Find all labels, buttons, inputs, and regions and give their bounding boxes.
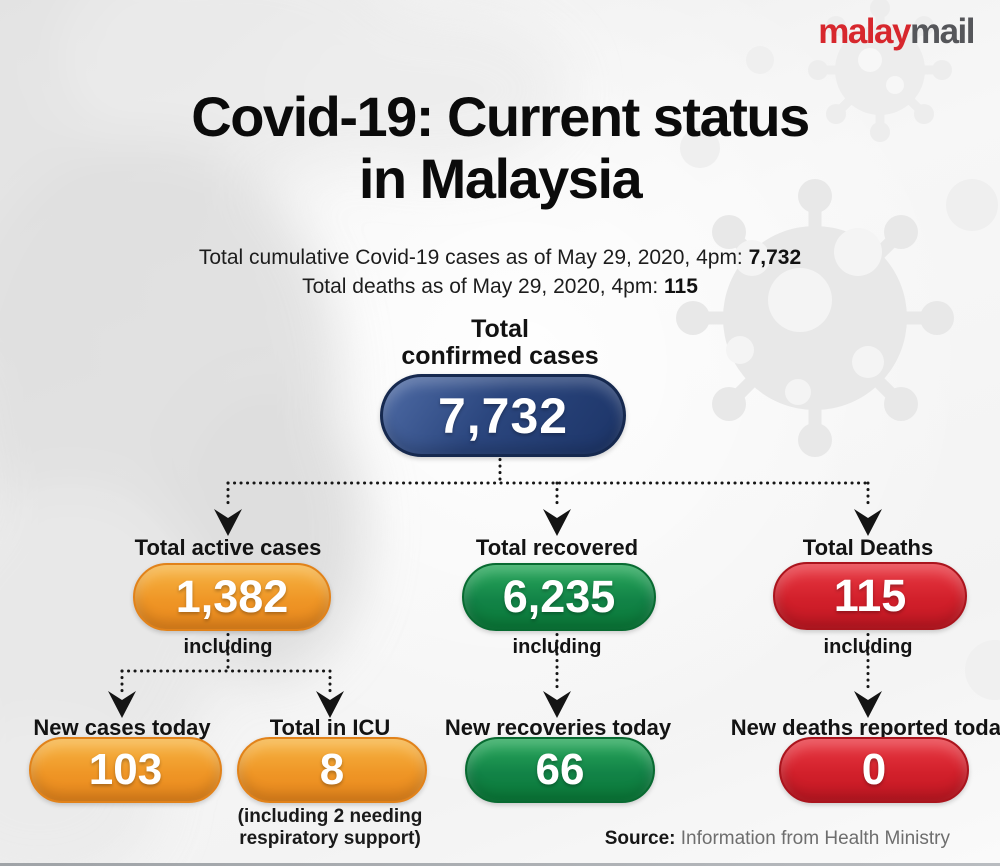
malaymail-logo: malaymail xyxy=(818,12,976,51)
total-confirmed-label: Total confirmed cases xyxy=(350,316,650,370)
summary-cases-line: Total cumulative Covid-19 cases as of Ma… xyxy=(0,246,1000,270)
new-recoveries-label: New recoveries today xyxy=(444,715,672,740)
page-title: Covid-19: Current status in Malaysia xyxy=(0,86,1000,209)
arrow-down-icon xyxy=(543,509,571,536)
recovered-pill: 6,235 xyxy=(462,563,656,631)
summary-deaths-line: Total deaths as of May 29, 2020, 4pm: 11… xyxy=(0,275,1000,299)
new-deaths-value: 0 xyxy=(861,745,887,794)
arrow-down-icon xyxy=(543,691,571,718)
arrow-down-icon xyxy=(854,509,882,536)
virus-illustration-large xyxy=(676,179,954,457)
total-confirmed-label-line2: confirmed cases xyxy=(401,342,599,370)
active-cases-pill: 1,382 xyxy=(133,563,331,631)
recovered-label: Total recovered xyxy=(475,535,639,560)
recovered-value: 6,235 xyxy=(502,571,616,622)
decor-circle xyxy=(965,640,1000,700)
arrow-down-icon xyxy=(316,691,344,718)
deaths-label: Total Deaths xyxy=(802,535,934,560)
logo-text-mail: mail xyxy=(909,12,976,51)
deaths-value: 115 xyxy=(833,570,907,621)
source-attribution: Source: Information from Health Ministry xyxy=(605,828,950,850)
arrow-down-icon xyxy=(214,509,242,536)
new-recoveries-value: 66 xyxy=(535,745,585,794)
bottom-border xyxy=(0,863,1000,866)
total-confirmed-pill: 7,732 xyxy=(380,374,626,457)
logo-text-malay: malay xyxy=(818,12,911,51)
active-cases-value: 1,382 xyxy=(175,571,289,622)
new-cases-value: 103 xyxy=(88,745,163,794)
deaths-including-label: including xyxy=(823,636,913,658)
new-deaths-pill: 0 xyxy=(779,737,969,803)
icu-footnote-line1: (including 2 needing xyxy=(237,806,423,827)
page-title-line2: in Malaysia xyxy=(358,146,643,210)
icu-footnote-line2: respiratory support) xyxy=(239,828,421,850)
new-deaths-label: New deaths reported today xyxy=(730,715,1000,740)
summary-deaths-text: Total deaths as of May 29, 2020, 4pm: xyxy=(302,275,664,298)
icu-label: Total in ICU xyxy=(269,715,391,740)
active-including-label: including xyxy=(183,636,273,658)
source-text: Information from Health Ministry xyxy=(675,828,950,849)
page-title-line1: Covid-19: Current status xyxy=(191,85,810,148)
source-label: Source: xyxy=(604,828,676,849)
decor-circle xyxy=(746,46,774,74)
total-confirmed-label-line1: Total xyxy=(471,315,529,343)
icu-value: 8 xyxy=(319,745,345,794)
recovered-including-label: including xyxy=(512,636,602,658)
total-confirmed-value: 7,732 xyxy=(437,387,569,444)
arrow-down-icon xyxy=(854,691,882,718)
summary-cases-value: 7,732 xyxy=(748,246,802,269)
icu-footnote: (including 2 needing respiratory support… xyxy=(200,806,460,851)
deaths-pill: 115 xyxy=(773,562,967,630)
arrow-down-icon xyxy=(108,691,136,718)
active-cases-label: Total active cases xyxy=(134,535,322,560)
new-cases-label: New cases today xyxy=(33,715,211,740)
new-cases-pill: 103 xyxy=(29,737,222,803)
summary-deaths-value: 115 xyxy=(664,275,698,298)
new-recoveries-pill: 66 xyxy=(465,737,655,803)
summary-cases-text: Total cumulative Covid-19 cases as of Ma… xyxy=(198,246,749,269)
icu-pill: 8 xyxy=(237,737,427,803)
